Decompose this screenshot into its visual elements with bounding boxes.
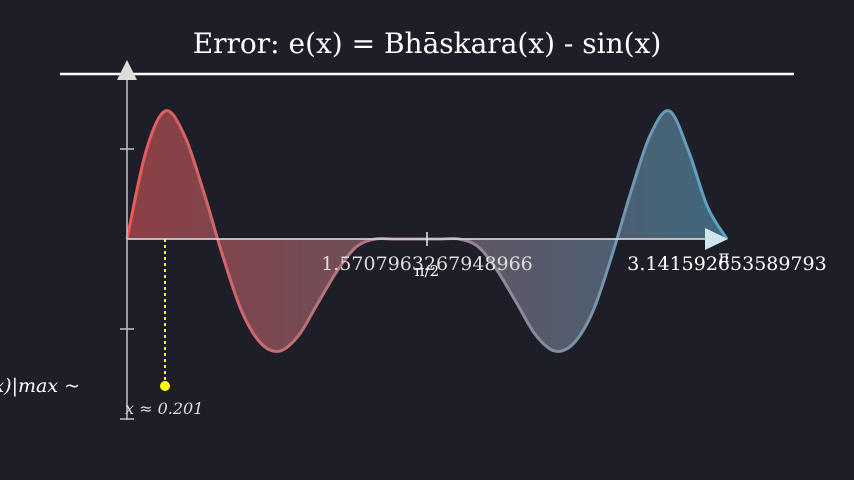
error-area	[127, 110, 727, 352]
y-axis-arrow-icon	[117, 60, 137, 80]
x-tick-label-pi-half: 1.5707963267948966	[321, 253, 533, 275]
max-x-annotation: x ≈ 0.201	[125, 399, 203, 418]
max-marker-dot	[160, 381, 170, 391]
x-tick-overlay-pi-half: π/2	[415, 262, 439, 280]
x-tick-overlay-pi: π	[719, 247, 730, 266]
chart-title: Error: e(x) = Bhāskara(x) - sin(x)	[193, 27, 662, 60]
x-tick-label-pi: 3.141592653589793	[627, 253, 826, 275]
max-error-annotation: |e(x)|max ~	[0, 375, 80, 397]
x-axis-arrow-icon	[705, 228, 728, 250]
